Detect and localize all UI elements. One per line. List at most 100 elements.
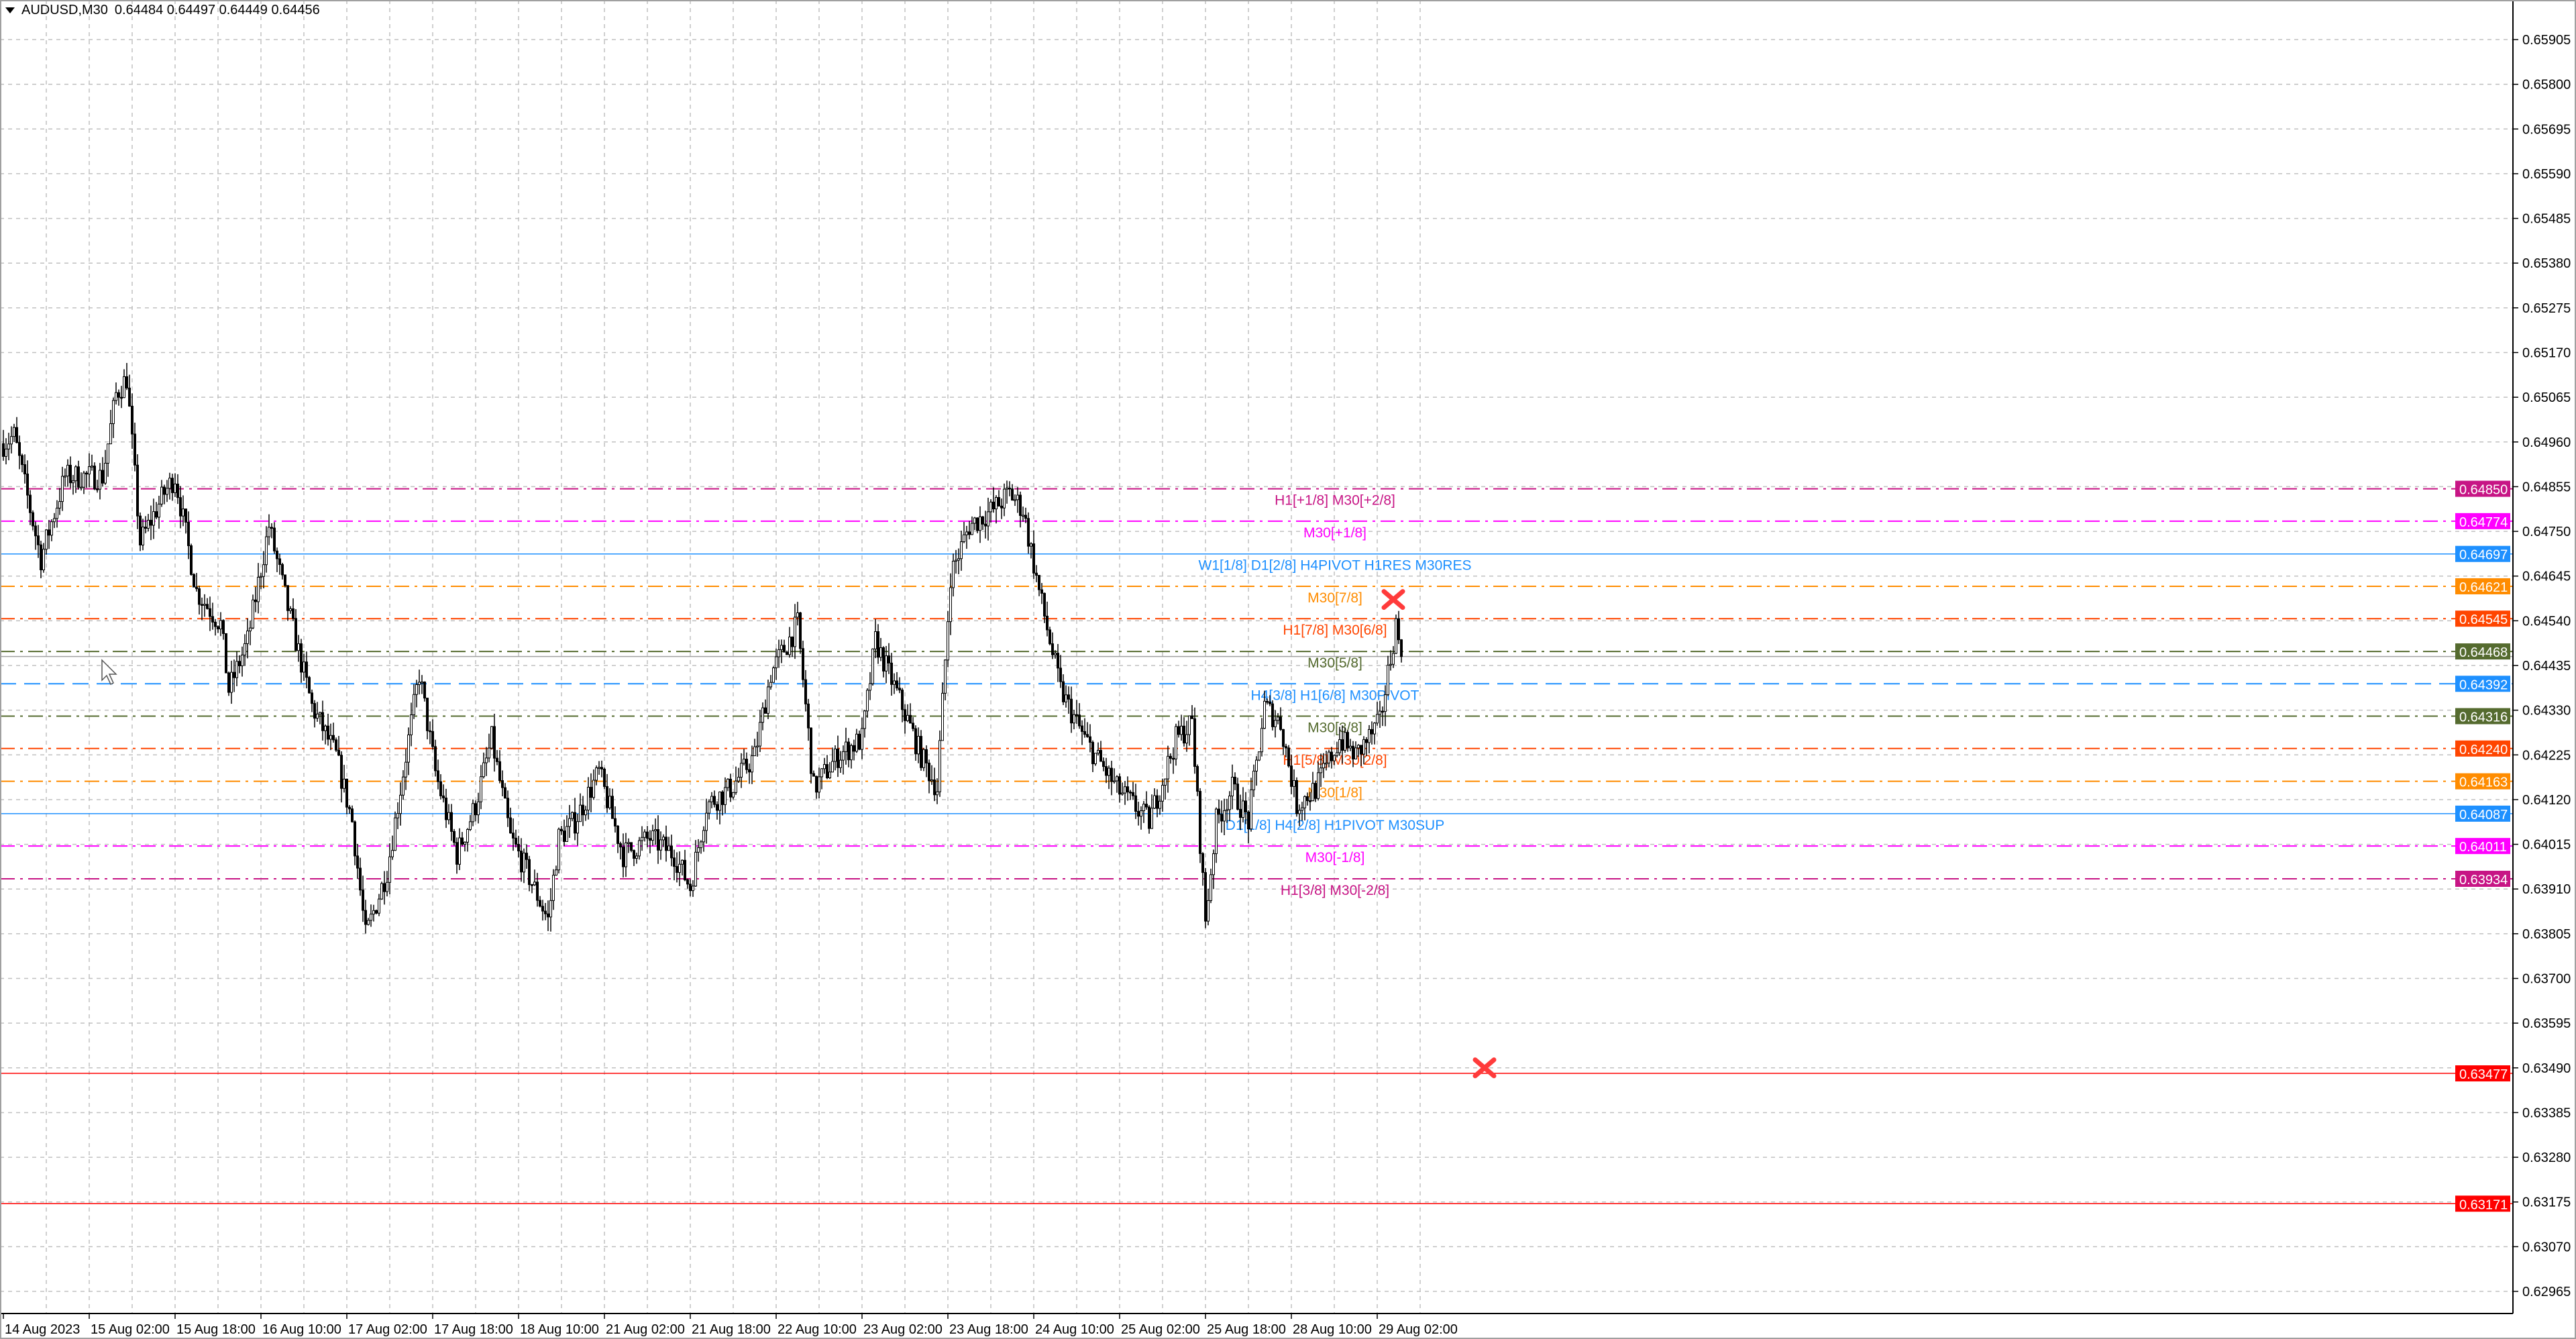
candle <box>284 574 286 586</box>
candle <box>536 881 539 901</box>
level-price-badge <box>2455 870 2510 887</box>
candle <box>566 826 568 842</box>
candle <box>1287 747 1290 767</box>
candle <box>21 455 23 466</box>
candle <box>906 714 909 721</box>
candle <box>1309 800 1311 802</box>
candle <box>104 463 107 484</box>
mouse-cursor-icon <box>101 659 117 686</box>
candle <box>1019 494 1022 516</box>
candle <box>490 726 493 749</box>
candle <box>423 682 426 699</box>
price-tick-label: 0.62965 <box>2522 1285 2571 1299</box>
candle <box>1003 488 1006 508</box>
candle <box>837 748 839 768</box>
candle <box>1303 796 1306 808</box>
dropdown-triangle-icon[interactable] <box>5 7 15 13</box>
level-price-label: 0.64163 <box>2459 775 2508 790</box>
candle <box>1137 810 1140 817</box>
candle <box>917 736 920 755</box>
candle <box>241 654 244 667</box>
candle <box>1204 872 1207 922</box>
candle <box>1338 739 1341 753</box>
candle <box>1008 487 1011 490</box>
candle <box>174 484 176 493</box>
candle <box>676 866 678 873</box>
candle <box>1183 725 1185 744</box>
candle <box>622 847 625 867</box>
candle <box>539 900 541 907</box>
candle <box>477 801 480 816</box>
candle <box>32 512 34 527</box>
candle <box>66 464 69 477</box>
candle <box>305 661 308 678</box>
candle <box>855 733 858 752</box>
candle <box>979 516 981 531</box>
candle <box>541 906 544 912</box>
candle <box>941 692 944 741</box>
time-tick-label: 16 Aug 10:00 <box>262 1322 341 1337</box>
candle <box>195 586 198 590</box>
candle <box>587 786 590 811</box>
level-label: M30[1/8] <box>1307 786 1362 801</box>
candle <box>595 767 598 781</box>
candle <box>1314 783 1317 799</box>
candle <box>455 842 458 865</box>
candle <box>909 714 912 724</box>
candle <box>1180 725 1183 735</box>
candle <box>193 574 195 588</box>
candle <box>1140 810 1142 817</box>
candle <box>780 645 783 650</box>
candle <box>72 480 74 484</box>
candle <box>203 604 206 606</box>
candle <box>651 830 654 841</box>
candle <box>936 791 938 796</box>
candle <box>1099 749 1102 762</box>
candle <box>616 825 619 845</box>
candle <box>254 599 257 602</box>
level-label: H1[+1/8] M30[+2/8] <box>1275 493 1395 508</box>
level-label: M30[7/8] <box>1307 590 1362 606</box>
candle <box>576 821 579 834</box>
candle <box>56 507 58 519</box>
level-price-badge <box>2455 838 2510 855</box>
level-label: M30[-1/8] <box>1305 850 1365 865</box>
candle <box>1054 653 1057 655</box>
candle <box>737 777 740 782</box>
candle <box>646 831 649 839</box>
candle <box>713 796 716 805</box>
level-price-badge <box>2455 545 2510 562</box>
candle <box>670 845 673 859</box>
candle <box>788 637 791 655</box>
candle <box>1167 755 1169 780</box>
candle <box>380 883 383 900</box>
candle <box>5 448 7 457</box>
candle <box>286 585 289 611</box>
candle <box>198 588 201 605</box>
candle <box>15 427 18 443</box>
price-tick-label: 0.63805 <box>2522 927 2571 942</box>
chart-title: AUDUSD,M30 0.64484 0.64497 0.64449 0.644… <box>5 3 320 18</box>
candle <box>571 812 574 819</box>
candle <box>552 875 555 901</box>
candle <box>858 733 861 750</box>
level-price-label: 0.63477 <box>2459 1067 2508 1082</box>
candle <box>29 494 32 513</box>
candle <box>1282 729 1285 747</box>
candle <box>912 722 914 729</box>
level-label: M30[3/8] <box>1307 720 1362 736</box>
candle <box>525 853 528 860</box>
level-label: M30[+1/8] <box>1303 525 1366 541</box>
candle <box>1199 791 1201 854</box>
candle <box>512 833 515 839</box>
candle <box>557 828 560 871</box>
price-tick-label: 0.63175 <box>2522 1195 2571 1210</box>
candle <box>1226 809 1228 811</box>
candle <box>152 511 155 526</box>
level-price-label: 0.64468 <box>2459 645 2508 660</box>
candle <box>1188 715 1191 735</box>
candle <box>142 527 144 545</box>
price-tick-label: 0.65380 <box>2522 256 2571 271</box>
price-tick-label: 0.65170 <box>2522 346 2571 361</box>
